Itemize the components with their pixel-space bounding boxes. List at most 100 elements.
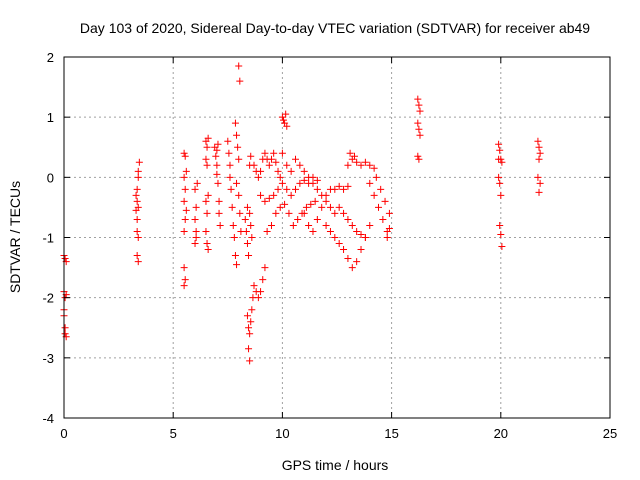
data-point — [281, 200, 289, 208]
data-point — [285, 209, 293, 217]
y-tick-label: 0 — [47, 170, 54, 185]
data-point — [193, 179, 201, 187]
y-tick-label: -2 — [42, 291, 54, 306]
data-point — [226, 161, 234, 169]
data-point — [498, 158, 506, 166]
data-point — [282, 110, 290, 118]
data-point — [381, 197, 389, 205]
data-point — [202, 155, 210, 163]
data-point — [248, 306, 256, 314]
data-point — [497, 230, 505, 238]
data-point — [340, 246, 348, 254]
data-point — [278, 149, 286, 157]
data-point — [344, 215, 352, 223]
data-point — [496, 179, 504, 187]
data-point — [322, 197, 330, 205]
data-point — [292, 155, 300, 163]
data-point — [267, 155, 275, 163]
data-point — [61, 330, 69, 338]
y-tick-label: -1 — [42, 231, 54, 246]
data-point — [370, 191, 378, 199]
data-point — [534, 173, 542, 181]
data-point — [379, 215, 387, 223]
data-point — [191, 240, 199, 248]
data-point — [326, 227, 334, 235]
x-tick-label: 15 — [384, 426, 398, 441]
data-point — [496, 146, 504, 154]
data-point — [229, 221, 237, 229]
data-point — [215, 197, 223, 205]
data-point — [134, 173, 142, 181]
data-point — [133, 227, 141, 235]
y-tick-label: -3 — [42, 351, 54, 366]
data-point — [326, 203, 334, 211]
data-point — [245, 252, 253, 260]
data-point — [259, 276, 267, 284]
chart-title: Day 103 of 2020, Sidereal Day-to-day VTE… — [80, 20, 590, 36]
data-point — [270, 191, 278, 199]
data-point — [265, 194, 273, 202]
data-point — [366, 221, 374, 229]
data-point — [340, 185, 348, 193]
data-point — [236, 77, 244, 85]
data-point — [134, 234, 142, 241]
data-point — [247, 318, 255, 326]
data-point — [296, 161, 304, 169]
data-point — [385, 209, 393, 217]
data-point — [313, 215, 321, 223]
data-point — [348, 221, 356, 229]
data-point — [215, 209, 223, 217]
data-point — [231, 252, 239, 260]
data-point — [212, 152, 220, 160]
data-point — [225, 149, 233, 157]
data-point — [243, 240, 251, 248]
data-point — [204, 191, 212, 199]
data-point — [270, 149, 278, 157]
data-point — [182, 206, 190, 214]
data-point — [250, 282, 258, 290]
data-point — [370, 164, 378, 172]
data-point — [246, 209, 254, 217]
data-point — [180, 264, 188, 272]
data-point — [372, 173, 380, 181]
data-point — [257, 288, 265, 296]
data-point — [233, 131, 241, 139]
x-tick-label: 10 — [275, 426, 289, 441]
data-point — [495, 140, 503, 148]
data-point — [353, 258, 361, 266]
data-point — [192, 227, 200, 235]
data-point — [302, 203, 310, 211]
data-point — [233, 261, 241, 269]
y-tick-label: 1 — [47, 110, 54, 125]
data-point — [300, 209, 308, 217]
data-point — [227, 185, 235, 193]
data-point — [261, 264, 269, 272]
data-point — [248, 234, 256, 241]
x-tick-label: 25 — [603, 426, 617, 441]
data-point — [335, 203, 343, 211]
data-point — [331, 234, 339, 241]
data-point — [182, 167, 190, 175]
data-point — [536, 179, 544, 187]
data-point — [331, 185, 339, 193]
data-point — [181, 276, 189, 284]
data-point — [61, 255, 69, 263]
data-point — [414, 119, 422, 127]
data-point — [228, 203, 236, 211]
y-axis-label: SDTVAR / TECUs — [7, 181, 23, 293]
data-point — [276, 203, 284, 211]
data-point — [226, 173, 234, 181]
data-point — [415, 125, 423, 133]
data-point — [254, 294, 262, 302]
data-point — [296, 179, 304, 187]
data-point — [287, 191, 295, 199]
data-point — [234, 143, 242, 151]
x-tick-label: 0 — [60, 426, 67, 441]
data-point — [202, 227, 210, 235]
data-point — [180, 282, 188, 290]
data-point — [230, 234, 238, 241]
x-tick-label: 5 — [170, 426, 177, 441]
data-point — [233, 179, 241, 187]
data-point — [242, 227, 250, 235]
data-point — [313, 185, 321, 193]
